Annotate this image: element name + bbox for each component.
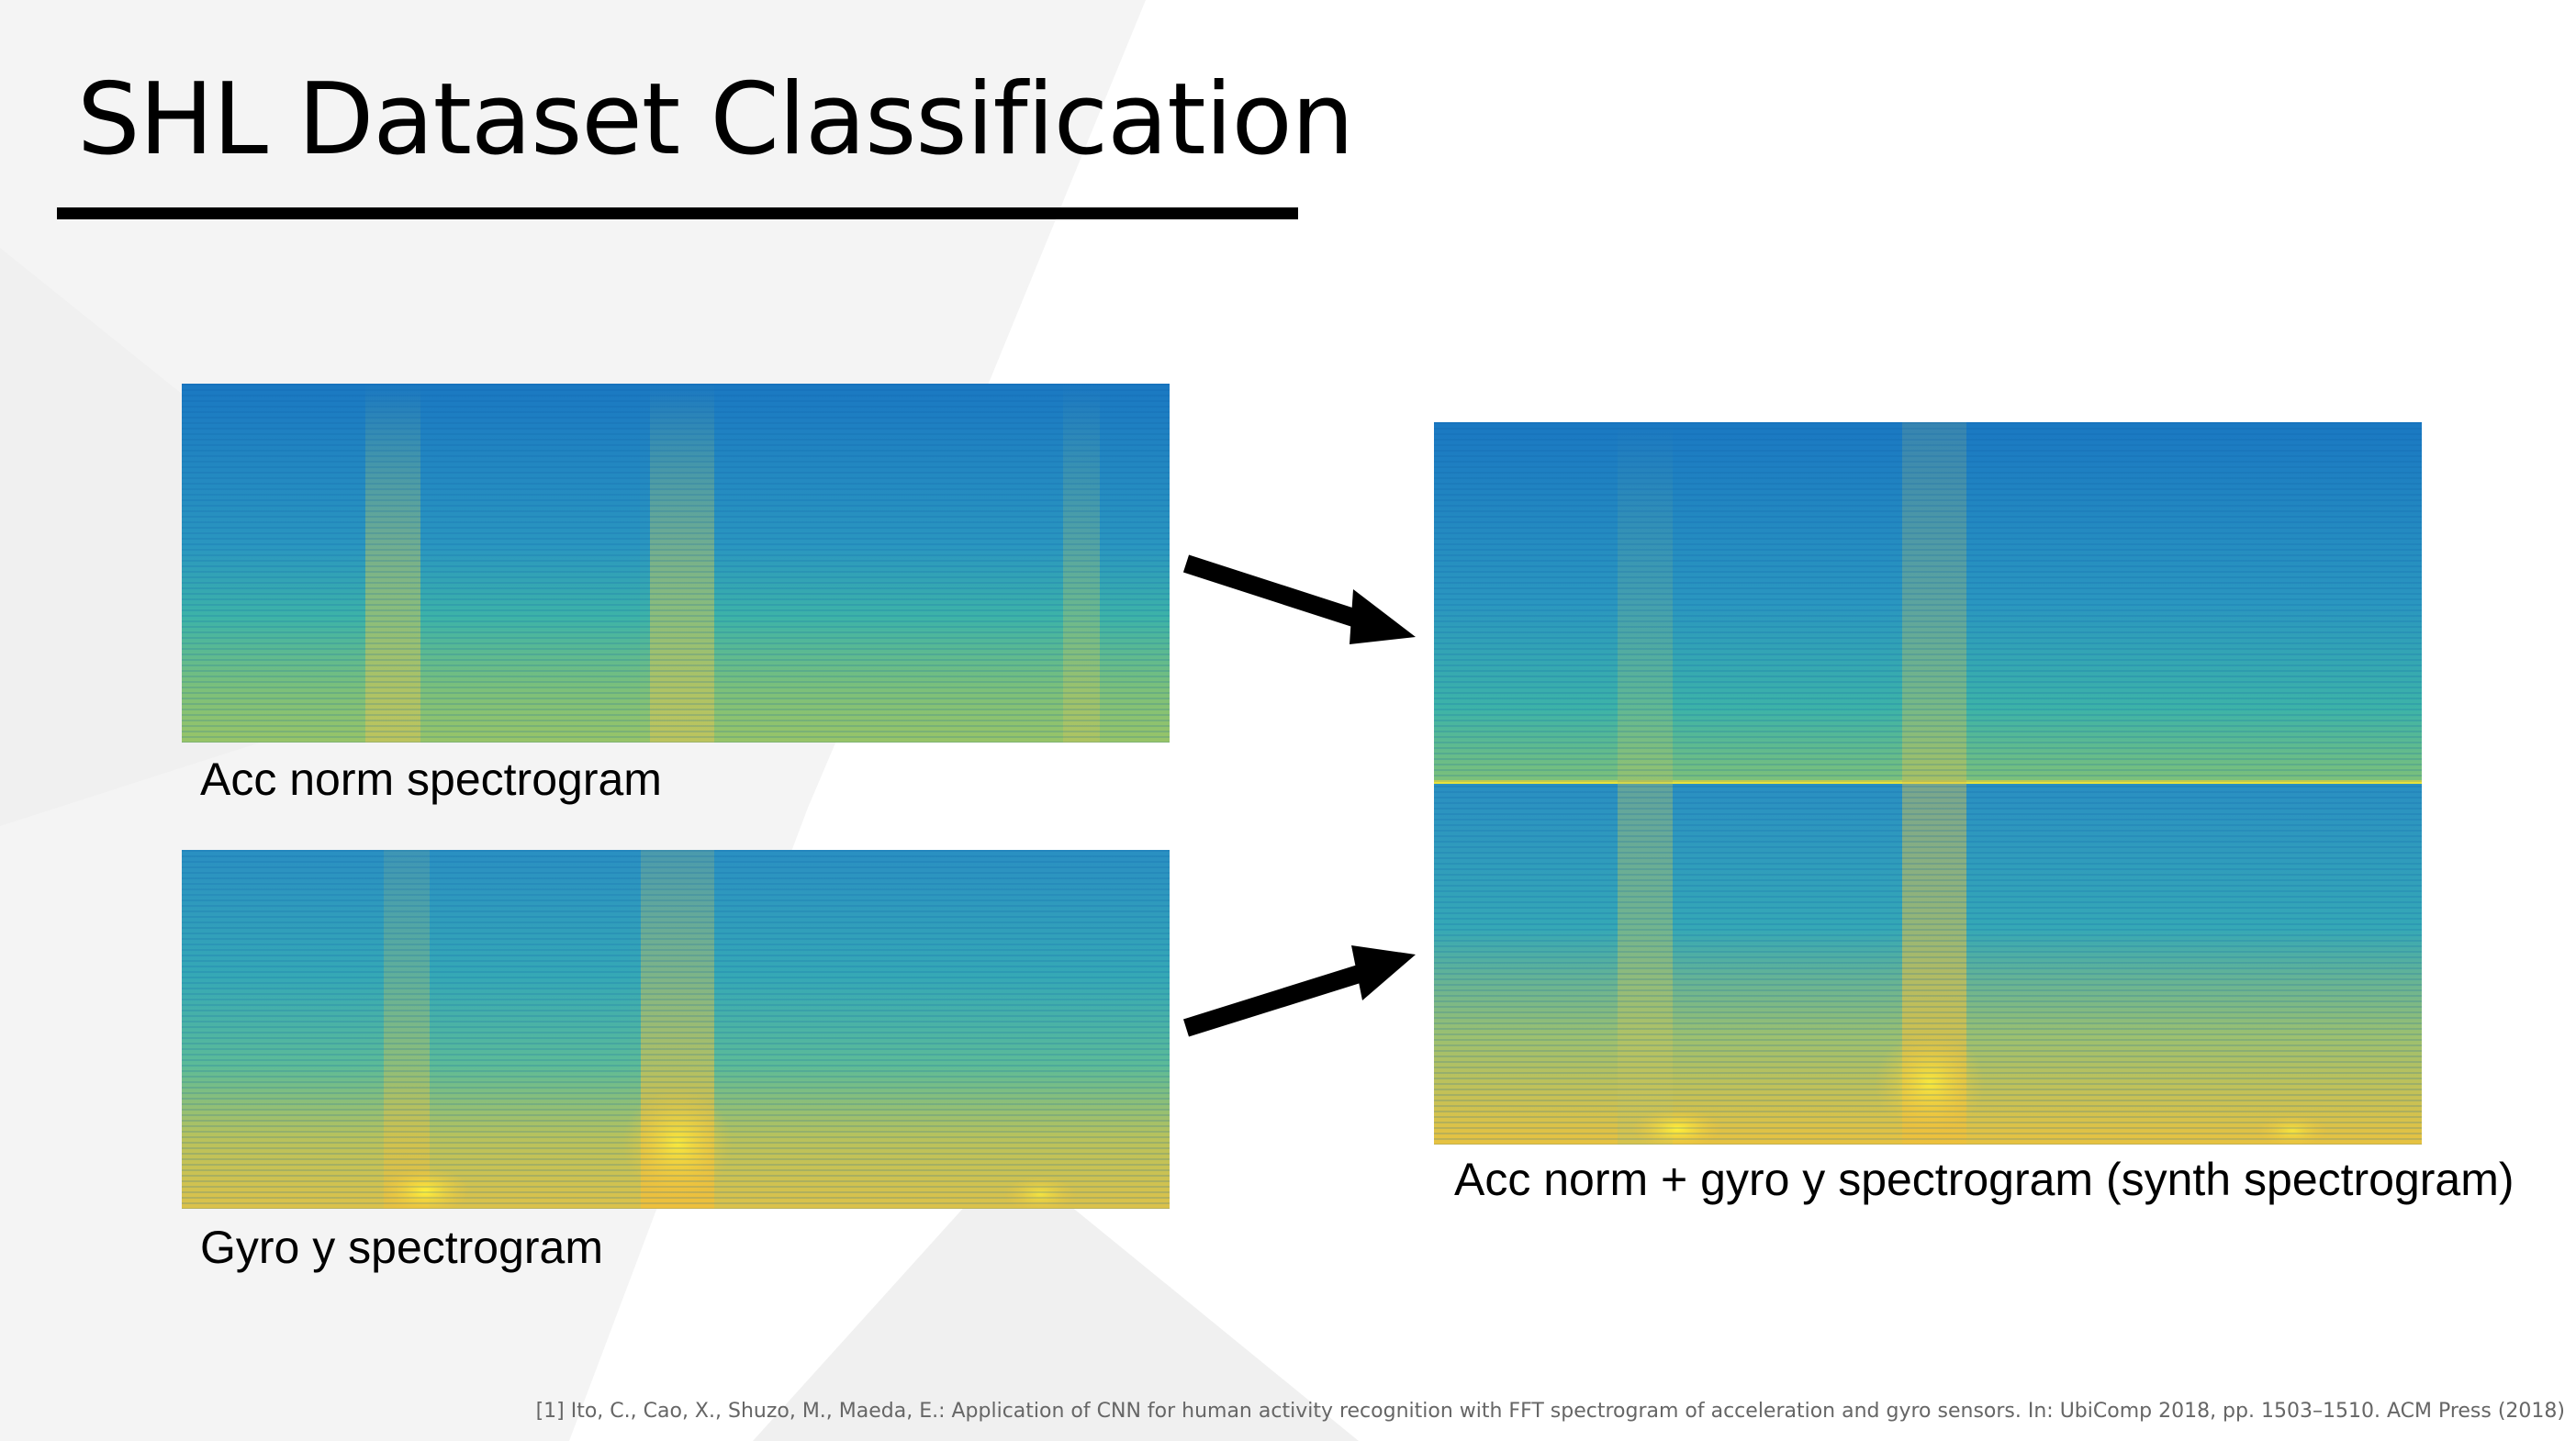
acc-norm-spectrogram [182,384,1170,743]
synth-caption: Acc norm + gyro y spectrogram (synth spe… [1454,1154,2514,1205]
citation-footnote: [1] Ito, C., Cao, X., Shuzo, M., Maeda, … [535,1400,2565,1423]
title-underline [57,207,1298,219]
gyro-y-spectrogram [182,850,1170,1209]
synth-spectrogram [1434,422,2422,1145]
acc-norm-caption: Acc norm spectrogram [200,754,662,805]
slide-title: SHL Dataset Classification [77,62,1354,177]
gyro-y-caption: Gyro y spectrogram [200,1222,604,1273]
